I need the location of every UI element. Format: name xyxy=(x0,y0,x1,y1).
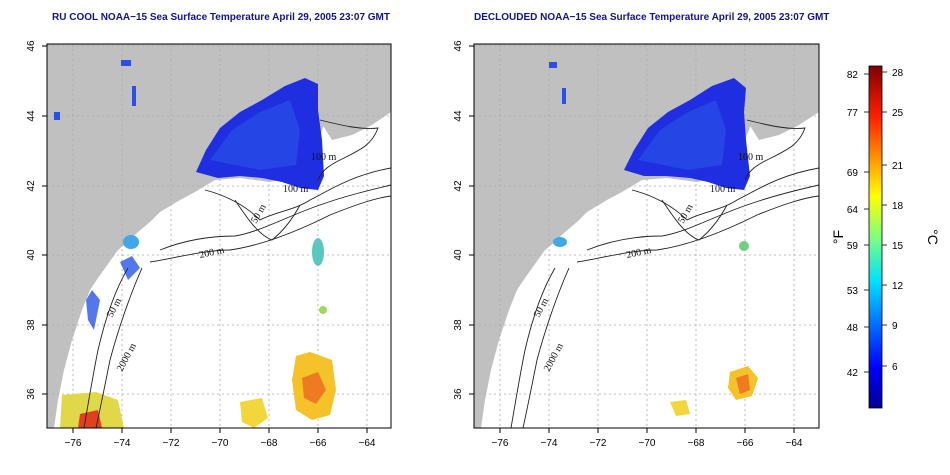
x-tick-label: −72 xyxy=(163,438,180,449)
contour-label: 50 m xyxy=(105,296,124,319)
sst-warm-core xyxy=(302,372,326,404)
y-tick-label: 38 xyxy=(26,319,37,331)
colorbar-f-label: 48 xyxy=(847,323,859,334)
sst-patch xyxy=(739,241,749,251)
map-frame xyxy=(46,43,392,429)
contour-label: 200 m xyxy=(198,245,225,261)
contour-label: 2000 m xyxy=(542,341,566,373)
colorbar-f-label: 69 xyxy=(847,168,859,179)
x-tick-label: −76 xyxy=(65,438,82,449)
unit-celsius: °C xyxy=(925,229,941,245)
x-tick-label: −72 xyxy=(590,438,607,449)
y-tick-label: 44 xyxy=(453,110,464,122)
y-tick-label: 38 xyxy=(453,319,464,331)
sst-warm-core xyxy=(78,410,102,428)
sst-shelf-streak xyxy=(120,256,140,280)
sst-gulf-shade xyxy=(638,100,726,170)
colorbar-gradient xyxy=(868,65,883,409)
colorbar-c-label: 12 xyxy=(892,281,904,292)
left-map-title: RU COOL NOAA−15 Sea Surface Temperature … xyxy=(52,12,390,23)
sst-patch xyxy=(54,112,60,120)
left-map-panel: 100 m 100 m 50 m 200 m 50 m 2000 m −76 −… xyxy=(26,40,392,449)
axis-ticks xyxy=(42,45,368,433)
x-tick-label: −64 xyxy=(359,438,376,449)
sst-patch xyxy=(549,62,557,68)
colorbar-c-label: 21 xyxy=(892,161,904,172)
colorbar-f-label: 64 xyxy=(847,205,859,216)
sst-warm-patch xyxy=(60,392,124,428)
colorbar-f-label: 59 xyxy=(847,241,859,252)
unit-fahrenheit: °F xyxy=(830,230,846,244)
sst-patch xyxy=(123,235,139,249)
contour-label: 50 m xyxy=(249,202,269,225)
y-tick-label: 40 xyxy=(26,249,37,261)
colorbar-f-label: 77 xyxy=(847,108,859,119)
x-tick-label: −76 xyxy=(492,438,509,449)
colorbar-ticks xyxy=(864,71,887,373)
y-tick-label: 46 xyxy=(26,40,37,52)
bathymetry-contours xyxy=(510,119,819,428)
colorbar-c-label: 28 xyxy=(892,68,904,79)
bathymetry-contours xyxy=(83,119,391,428)
sst-patch xyxy=(319,306,327,314)
y-tick-label: 42 xyxy=(453,180,464,192)
contour-label: 100 m xyxy=(738,152,764,163)
colorbar-c-label: 9 xyxy=(892,321,898,332)
colorbar: 82 77 69 64 59 53 48 42 28 25 21 18 15 1… xyxy=(830,65,941,409)
x-tick-label: −66 xyxy=(310,438,327,449)
axis-ticks xyxy=(469,45,795,433)
sst-patch xyxy=(312,238,324,266)
y-tick-label: 44 xyxy=(26,110,37,122)
x-tick-label: −74 xyxy=(541,438,558,449)
x-tick-label: −64 xyxy=(786,438,803,449)
contour-label: 100 m xyxy=(283,184,309,195)
colorbar-f-label: 82 xyxy=(847,70,859,81)
colorbar-c-label: 15 xyxy=(892,241,904,252)
sst-patch xyxy=(553,237,567,247)
x-tick-label: −66 xyxy=(737,438,754,449)
land-mass-east xyxy=(320,62,391,140)
x-tick-label: −70 xyxy=(639,438,656,449)
sst-warm-patch xyxy=(240,398,268,428)
x-tick-label: −74 xyxy=(114,438,131,449)
contour-label: 200 m xyxy=(625,245,652,261)
colorbar-c-label: 18 xyxy=(892,201,904,212)
sst-warm-patch xyxy=(670,400,690,416)
contour-label: 2000 m xyxy=(115,341,139,373)
sst-shelf-streak xyxy=(86,290,100,330)
contour-label: 50 m xyxy=(676,202,696,225)
colorbar-f-label: 42 xyxy=(847,368,859,379)
land-mass-east xyxy=(747,62,819,140)
sst-patch xyxy=(121,60,131,66)
x-tick-label: −70 xyxy=(212,438,229,449)
y-tick-label: 40 xyxy=(453,249,464,261)
x-tick-label: −68 xyxy=(688,438,705,449)
y-tick-label: 36 xyxy=(453,388,464,400)
sst-patch xyxy=(562,88,566,104)
colorbar-f-label: 53 xyxy=(847,286,859,297)
sst-gulf-shade xyxy=(210,100,300,170)
y-tick-label: 46 xyxy=(453,40,464,52)
contour-label: 100 m xyxy=(710,184,736,195)
colorbar-c-label: 6 xyxy=(892,362,898,373)
sst-warm-core xyxy=(736,374,750,394)
right-map-panel: 100 m 100 m 50 m 200 m 50 m 2000 m −76 −… xyxy=(453,40,820,449)
x-tick-label: −68 xyxy=(261,438,278,449)
colorbar-c-label: 25 xyxy=(892,108,904,119)
right-map-title: DECLOUDED NOAA−15 Sea Surface Temperatur… xyxy=(474,12,830,23)
y-tick-label: 42 xyxy=(26,180,37,192)
y-tick-label: 36 xyxy=(26,388,37,400)
contour-label: 100 m xyxy=(311,152,337,163)
sst-patch xyxy=(132,86,136,106)
grid-lines xyxy=(474,44,819,428)
contour-label: 50 m xyxy=(532,296,551,319)
